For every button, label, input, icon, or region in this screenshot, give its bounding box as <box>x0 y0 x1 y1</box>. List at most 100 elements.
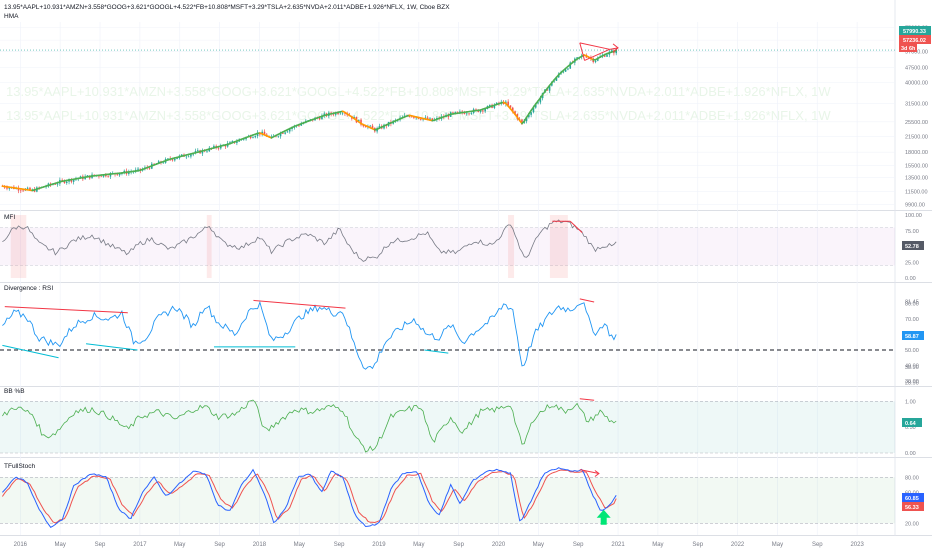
candle-body <box>514 111 516 115</box>
candle-body <box>555 77 558 81</box>
candle-body <box>456 111 459 113</box>
candle-body <box>415 117 417 119</box>
candle-body <box>564 69 567 72</box>
x-tick-label: Sep <box>573 542 584 548</box>
candle-body <box>378 126 381 129</box>
x-tick-label: May <box>652 542 663 548</box>
candle-body <box>187 156 190 158</box>
candle-body <box>176 158 178 160</box>
candle-body <box>493 104 496 108</box>
candle-body <box>321 115 323 120</box>
x-tick-label: May <box>294 542 305 548</box>
candle-body <box>537 102 539 104</box>
y-tick-label: 40.00 <box>905 364 919 370</box>
x-tick-label: 2021 <box>611 542 625 548</box>
x-tick-label: Sep <box>812 542 823 548</box>
vertical-grid <box>19 22 858 535</box>
svg-text:3d 6h: 3d 6h <box>901 46 916 52</box>
last-price-badge: 57990.33 <box>899 26 931 35</box>
candle-body <box>116 174 119 176</box>
candle-body <box>29 187 31 191</box>
candle-body <box>521 119 523 123</box>
candle-body <box>197 150 199 152</box>
price-tick-label: 18000.00 <box>905 150 928 156</box>
candle-body <box>65 181 68 183</box>
candle-body <box>118 174 121 176</box>
candle-body <box>206 151 208 152</box>
triangle-upper-edge <box>579 42 610 50</box>
candle-body <box>231 141 234 143</box>
green-up-arrow-icon <box>596 509 611 525</box>
rsi-level-label: 81.45 <box>905 299 919 305</box>
x-tick-label: 2023 <box>850 542 864 548</box>
candle-body <box>86 175 89 177</box>
candle-body <box>525 117 528 122</box>
candle-body <box>454 111 457 113</box>
candle-body <box>475 109 477 110</box>
candle-body <box>548 85 551 91</box>
candle-body <box>484 109 486 112</box>
y-tick-label: 0.00 <box>905 451 916 457</box>
x-tick-label: 2020 <box>492 542 506 548</box>
candle-body <box>107 176 109 177</box>
triangle-left-edge <box>579 42 586 61</box>
candle-body <box>128 171 130 174</box>
svg-text:56.33: 56.33 <box>905 505 919 511</box>
pane-frames <box>0 0 932 536</box>
y-tick-label: 30.00 <box>905 379 919 385</box>
bar-timer-badge: 3d 6h <box>899 44 917 52</box>
x-axis: 2016 May Sep 2017 May Sep 2018 May Sep 2019 May Sep… <box>14 542 865 548</box>
svg-text:60.85: 60.85 <box>905 496 919 502</box>
x-tick-label: Sep <box>95 542 106 548</box>
rsi-bearish-divergence <box>579 298 595 303</box>
candle-body <box>224 145 227 147</box>
candle-body <box>137 168 139 170</box>
pane-label-stoch: TFullStoch <box>4 463 35 470</box>
candle-body <box>534 103 537 108</box>
candle-body <box>153 163 155 165</box>
rsi-level-label: 28.90 <box>905 381 919 387</box>
indicator-label-hma: HMA <box>4 13 19 20</box>
candle-body <box>217 148 220 149</box>
candle-body <box>277 136 280 137</box>
candle-body <box>162 162 165 164</box>
prev-price-badge: 57236.02 <box>899 35 931 44</box>
price-tick-label: 25500.00 <box>905 120 928 126</box>
candle-body <box>532 107 535 113</box>
y-tick-label: 0.50 <box>905 425 916 431</box>
candle-body <box>284 132 286 134</box>
candle-body <box>341 113 344 115</box>
x-tick-label: Sep <box>453 542 464 548</box>
candle-body <box>419 118 422 120</box>
candle-body <box>562 71 565 73</box>
x-tick-label: 2017 <box>133 542 147 548</box>
x-tick-label: 2019 <box>372 542 386 548</box>
candle-body <box>332 114 335 115</box>
x-tick-label: May <box>533 542 544 548</box>
candle-body <box>148 167 151 169</box>
svg-text:0.64: 0.64 <box>905 421 917 427</box>
svg-text:52.78: 52.78 <box>905 244 919 250</box>
candle-body <box>61 179 63 181</box>
candle-body <box>424 117 427 119</box>
bb-value-badge: 0.64 <box>902 418 922 427</box>
candle-body <box>242 139 245 140</box>
candle-body <box>279 133 282 137</box>
candle-body <box>606 54 608 57</box>
mfi-overbought-zone <box>206 215 212 278</box>
candle-body <box>530 112 532 115</box>
stoch-divergence-arrow-head <box>594 470 600 477</box>
candle-body <box>100 176 103 178</box>
rsi-bullish-divergence <box>86 343 138 351</box>
y-tick-label: 50.00 <box>905 348 919 354</box>
x-tick-label: Sep <box>692 542 703 548</box>
candle-body <box>468 113 470 115</box>
candle-body <box>270 135 273 137</box>
y-tick-label: 70.00 <box>905 317 919 323</box>
stoch-d-line <box>1 469 617 524</box>
x-tick-label: May <box>772 542 783 548</box>
candle-body <box>300 123 303 126</box>
triangle-pattern <box>579 42 619 61</box>
svg-text:58.87: 58.87 <box>905 334 919 340</box>
